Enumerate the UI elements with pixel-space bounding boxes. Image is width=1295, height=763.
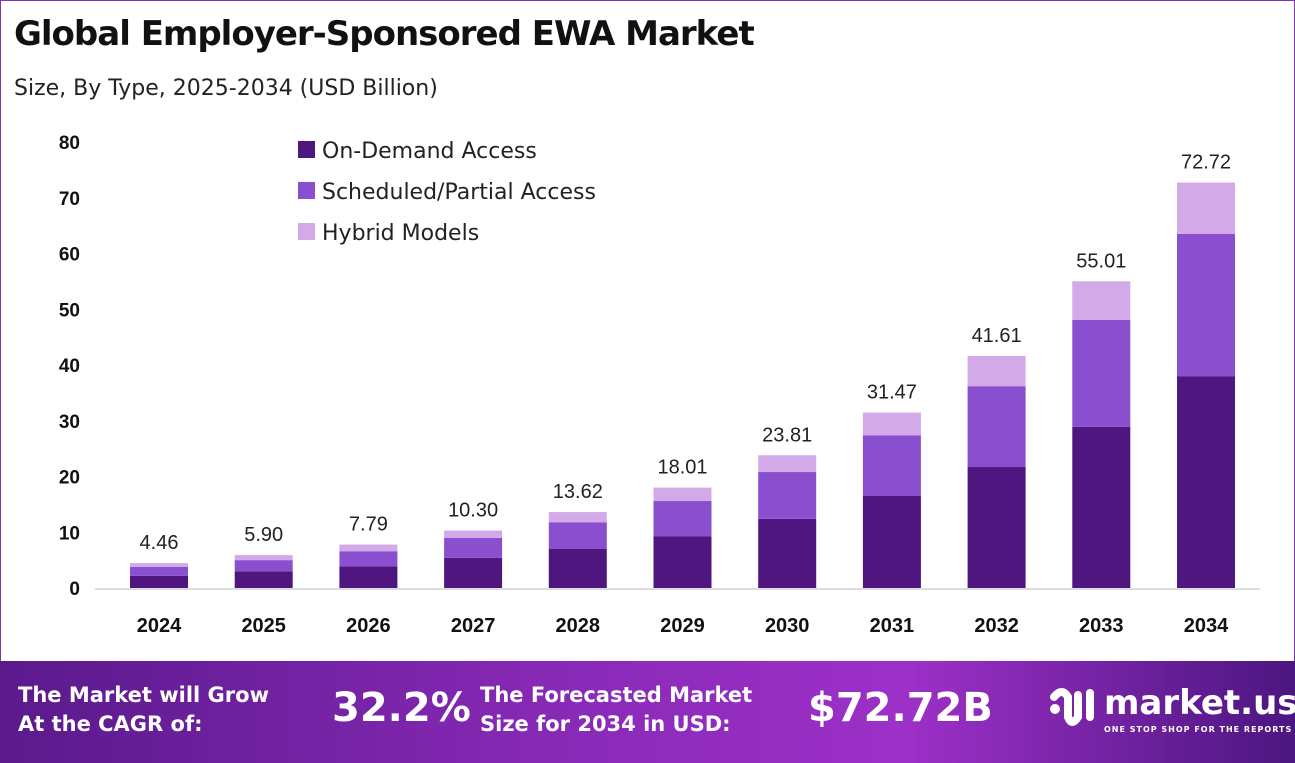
bar-segment-on-demand-access	[967, 467, 1026, 588]
bar-segment-on-demand-access	[653, 536, 712, 588]
forecast-label-line1: The Forecasted Market	[480, 683, 753, 707]
cagr-label-line2: At the CAGR of:	[18, 712, 203, 736]
bar-segment-hybrid-models	[1072, 281, 1131, 320]
x-tick-label: 2034	[1184, 615, 1229, 637]
bar-segment-on-demand-access	[758, 518, 817, 588]
y-tick-label: 0	[69, 579, 80, 600]
bar-segment-scheduled-partial-access	[1072, 319, 1131, 427]
total-data-label: 31.47	[867, 382, 917, 404]
bar-segment-hybrid-models	[339, 544, 398, 552]
y-tick-label: 50	[59, 300, 80, 321]
total-data-label: 72.72	[1181, 152, 1231, 174]
bar-segment-scheduled-partial-access	[234, 560, 293, 572]
bar-segment-scheduled-partial-access	[130, 566, 188, 576]
y-tick-label: 80	[59, 133, 80, 154]
legend-label: On-Demand Access	[322, 139, 537, 164]
x-tick-label: 2024	[137, 615, 182, 637]
y-tick-label: 20	[59, 468, 80, 489]
stacked-bar-chart: 010203040506070804.4620245.9020257.79202…	[59, 133, 1260, 637]
legend-swatch	[298, 141, 315, 158]
y-tick-label: 30	[59, 412, 80, 433]
bar-segment-scheduled-partial-access	[1177, 233, 1235, 377]
total-data-label: 18.01	[657, 457, 707, 479]
forecast-value: $72.72B	[808, 685, 993, 731]
bar-segment-hybrid-models	[548, 512, 607, 523]
logo-name: market.us	[1104, 683, 1295, 723]
cagr-value: 32.2%	[332, 685, 471, 731]
x-tick-label: 2029	[660, 615, 705, 637]
bar-segment-scheduled-partial-access	[758, 472, 817, 519]
bar-segment-scheduled-partial-access	[339, 551, 398, 567]
bar-segment-scheduled-partial-access	[862, 435, 921, 497]
market-us-logo-icon	[1050, 688, 1094, 726]
forecast-label-line2: Size for 2034 in USD:	[480, 712, 731, 736]
bar-segment-hybrid-models	[758, 455, 817, 473]
bar-segment-hybrid-models	[1177, 182, 1235, 234]
logo-tagline: ONE STOP SHOP FOR THE REPORTS	[1104, 725, 1293, 734]
cagr-label-line1: The Market will Grow	[18, 683, 269, 707]
y-tick-label: 70	[59, 189, 80, 210]
bar-segment-on-demand-access	[130, 575, 188, 588]
x-tick-label: 2027	[451, 615, 496, 637]
bar-segment-hybrid-models	[234, 555, 293, 561]
bar-segment-hybrid-models	[444, 530, 503, 538]
bar-segment-hybrid-models	[862, 412, 921, 436]
total-data-label: 23.81	[762, 424, 812, 446]
bar-segment-hybrid-models	[653, 487, 712, 502]
bar-segment-on-demand-access	[548, 548, 607, 588]
chart-title: Global Employer-Sponsored EWA Market	[14, 14, 755, 54]
total-data-label: 41.61	[972, 325, 1022, 347]
bar-segment-hybrid-models	[130, 563, 188, 567]
x-tick-label: 2025	[241, 615, 286, 637]
total-data-label: 13.62	[553, 481, 603, 503]
legend-label: Scheduled/Partial Access	[322, 180, 596, 205]
bar-segment-on-demand-access	[444, 557, 503, 588]
x-tick-label: 2033	[1079, 615, 1124, 637]
bar-segment-scheduled-partial-access	[548, 522, 607, 549]
x-tick-label: 2028	[556, 615, 601, 637]
x-tick-label: 2031	[870, 615, 915, 637]
legend-swatch	[298, 182, 315, 199]
bar-segment-on-demand-access	[339, 566, 398, 588]
x-tick-label: 2032	[974, 615, 1019, 637]
bar-segment-on-demand-access	[1072, 426, 1131, 588]
total-data-label: 5.90	[244, 524, 283, 546]
footer-banner: The Market will Grow At the CAGR of: 32.…	[0, 661, 1295, 763]
y-tick-label: 10	[59, 523, 80, 544]
chart-subtitle: Size, By Type, 2025-2034 (USD Billion)	[14, 76, 438, 101]
forecast-label: The Forecasted Market Size for 2034 in U…	[480, 681, 752, 739]
bar-segment-scheduled-partial-access	[967, 386, 1026, 468]
bar-segment-on-demand-access	[862, 496, 921, 588]
legend-label: Hybrid Models	[322, 221, 479, 246]
x-tick-label: 2026	[346, 615, 391, 637]
x-tick-label: 2030	[765, 615, 810, 637]
y-tick-label: 40	[59, 356, 80, 377]
legend-swatch	[298, 223, 315, 240]
total-data-label: 55.01	[1076, 250, 1126, 272]
cagr-label: The Market will Grow At the CAGR of:	[18, 681, 269, 739]
bar-segment-on-demand-access	[234, 571, 293, 588]
bar-segment-on-demand-access	[1177, 376, 1235, 588]
total-data-label: 7.79	[349, 514, 388, 536]
total-data-label: 10.30	[448, 500, 498, 522]
bar-segment-scheduled-partial-access	[653, 501, 712, 537]
bar-segment-hybrid-models	[967, 356, 1026, 387]
bar-segment-scheduled-partial-access	[444, 537, 503, 558]
total-data-label: 4.46	[140, 532, 179, 554]
y-tick-label: 60	[59, 245, 80, 266]
